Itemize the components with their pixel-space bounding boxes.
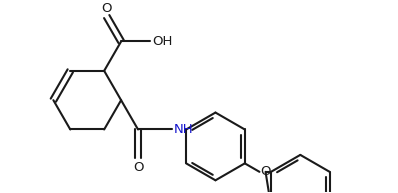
Text: O: O [260,165,271,178]
Text: O: O [101,2,112,15]
Text: NH: NH [174,123,193,136]
Text: OH: OH [152,35,173,48]
Text: O: O [133,161,143,174]
